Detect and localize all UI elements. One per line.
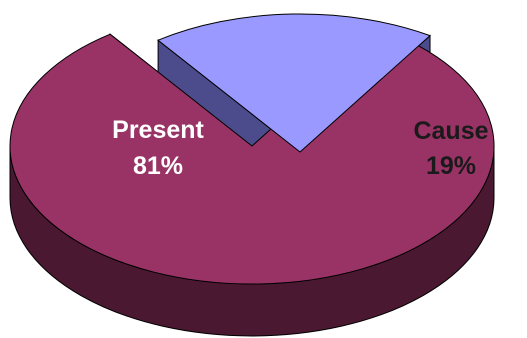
slice-labels: Present 81% Cause 19% [112, 116, 488, 180]
present-slice [9, 29, 495, 285]
cause-slice-label: Cause [413, 117, 488, 145]
cause-slice-percent: 19% [426, 152, 476, 180]
present-slice-label: Present [112, 116, 204, 144]
slice-tops [9, 13, 495, 285]
cause-slice [157, 13, 431, 153]
present-slice-percent: 81% [133, 152, 183, 180]
